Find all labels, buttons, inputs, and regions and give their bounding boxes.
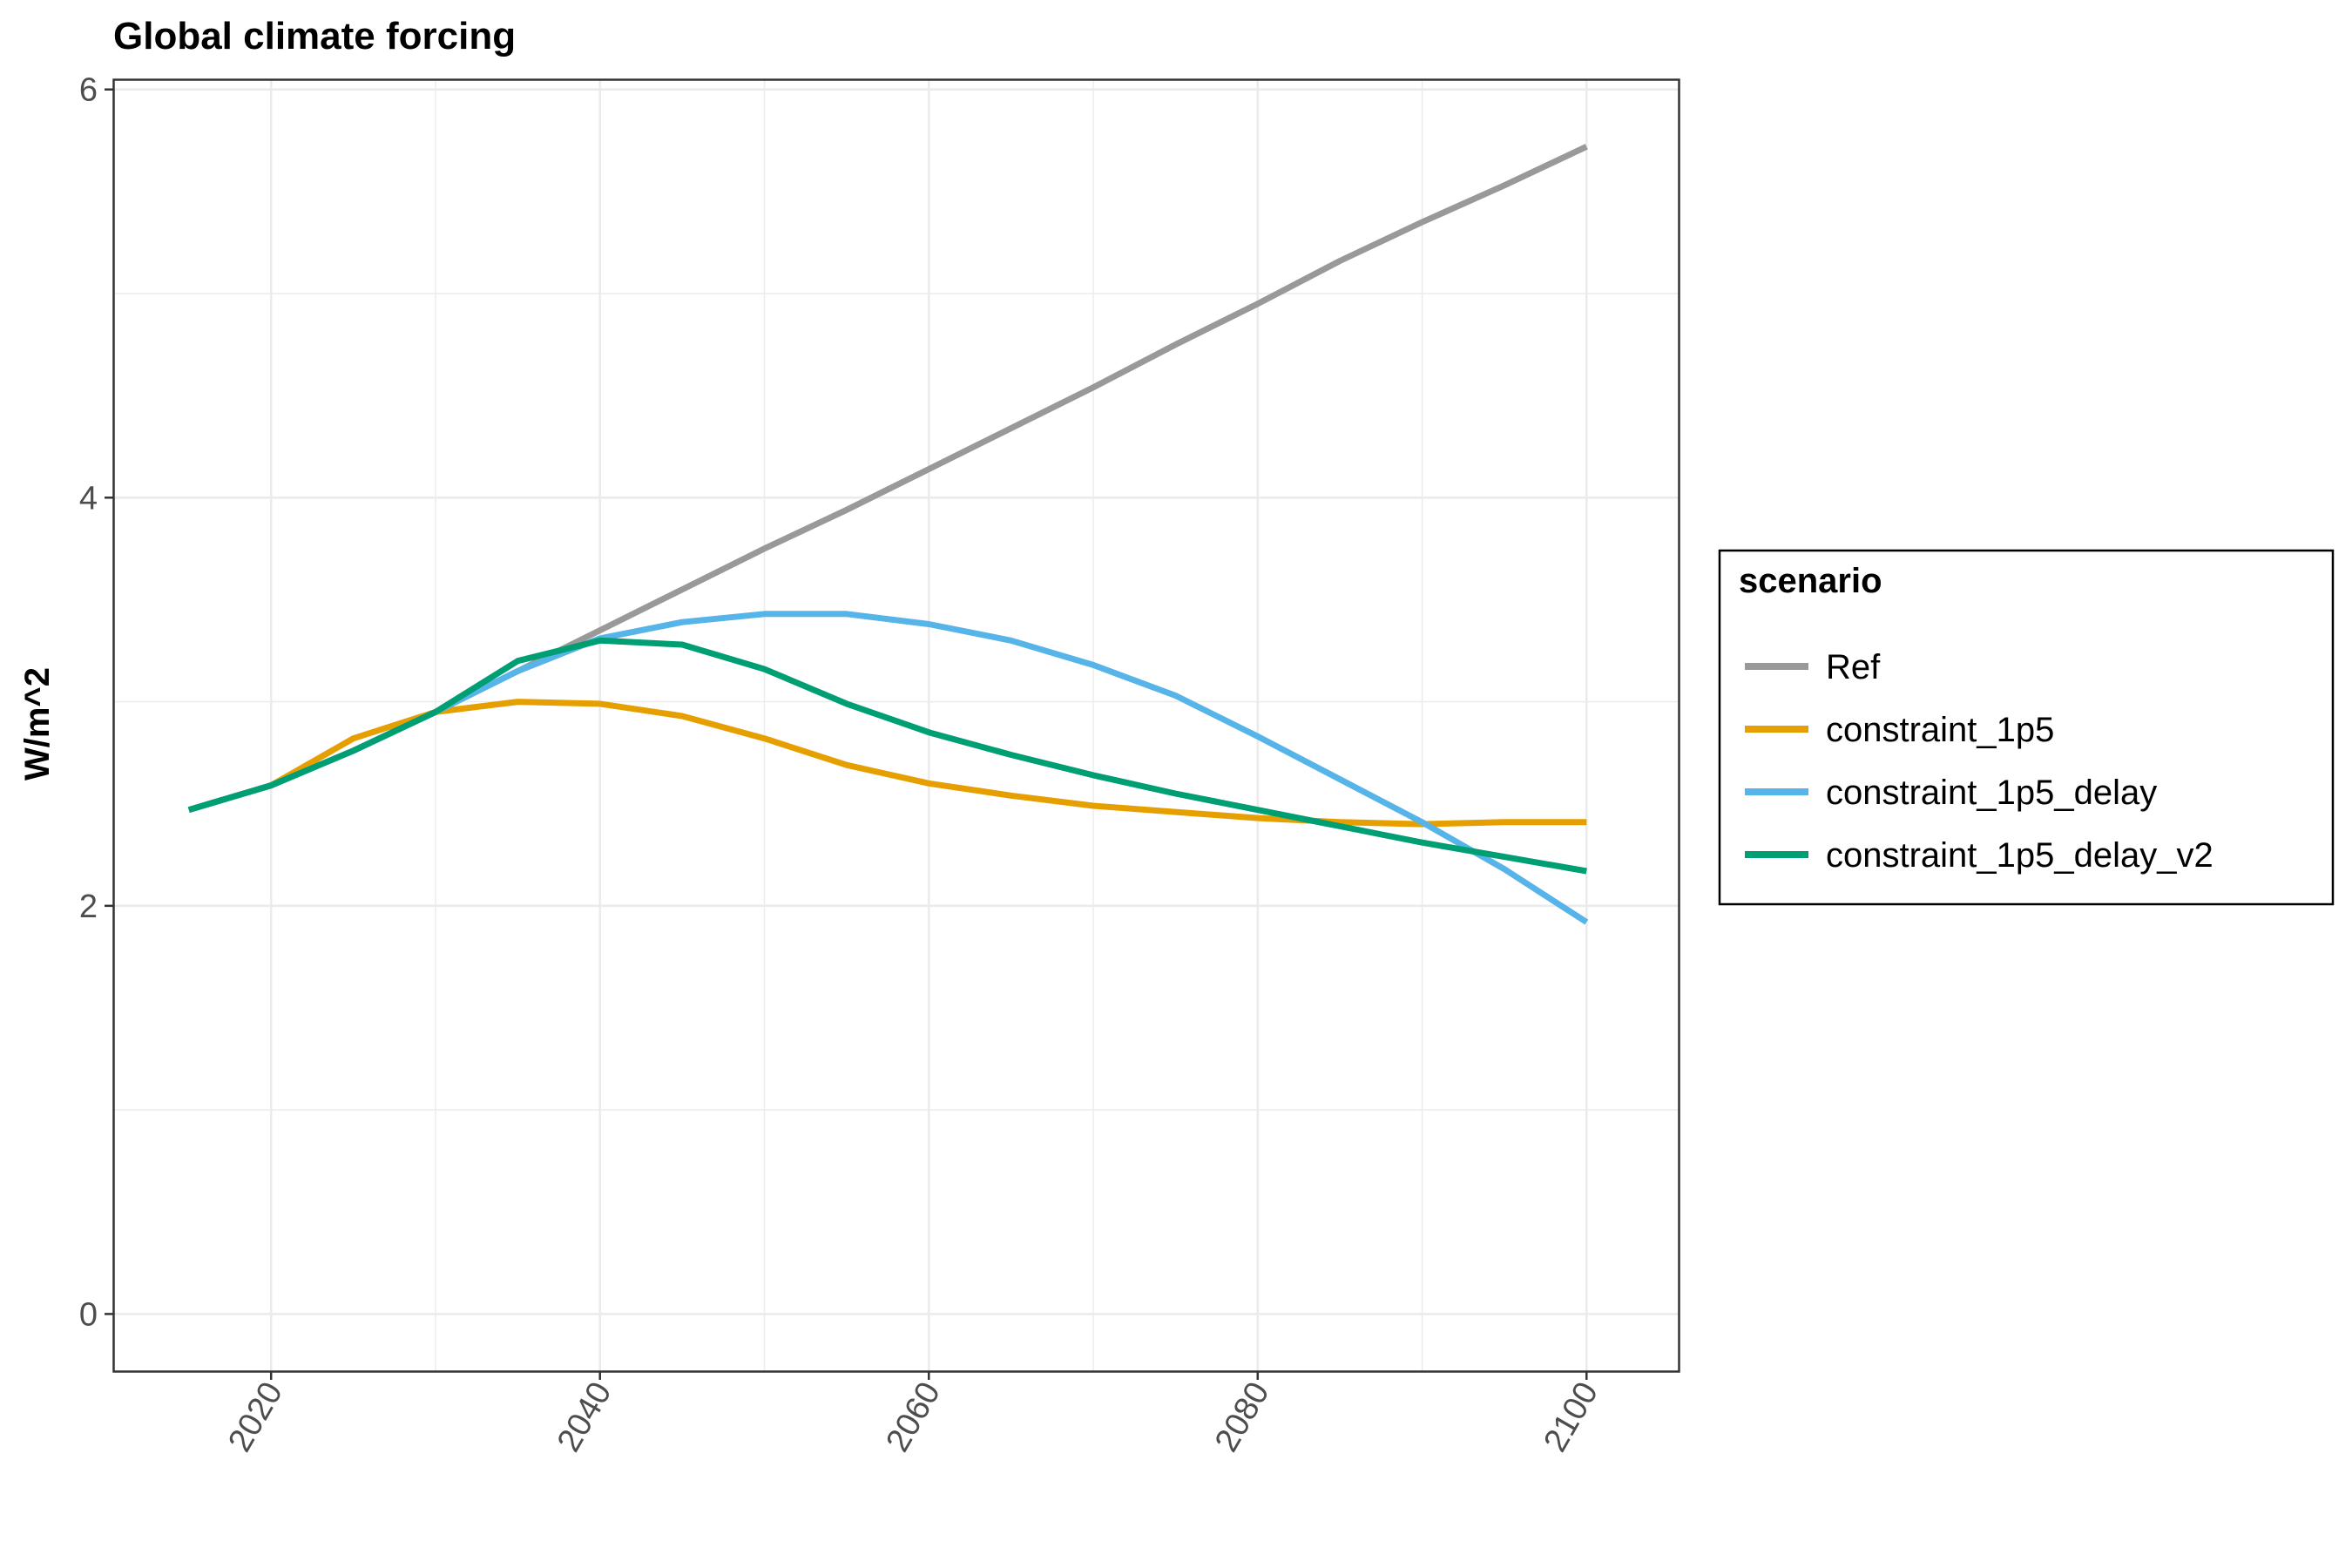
x-axis: 2020 2040 2060 2080 2100: [221, 1371, 1605, 1458]
legend-box: [1718, 549, 2335, 906]
chart-title: Global climate forcing: [113, 15, 516, 57]
y-axis-title: W/m^2: [18, 667, 57, 781]
x-tick-label: 2060: [879, 1376, 948, 1458]
legend-label-constraint_1p5: constraint_1p5: [1826, 711, 2054, 749]
y-tick-label: 6: [79, 72, 98, 109]
x-tick-label: 2080: [1208, 1376, 1277, 1458]
plot-panel-border: [112, 78, 1680, 1373]
y-tick-label: 2: [79, 889, 98, 925]
x-tick-label: 2040: [551, 1376, 619, 1458]
legend-title: scenario: [1739, 562, 1882, 600]
y-tick-label: 0: [79, 1296, 98, 1333]
legend-label-constraint_1p5_delay_v2: constraint_1p5_delay_v2: [1826, 836, 2213, 875]
legend-items: Ref constraint_1p5 constraint_1p5_delaycon…: [1745, 648, 2213, 875]
legend: scenario Ref constraint_1p5 constraint_1p5…: [1718, 549, 2335, 906]
series-line-constraint_1p5_delay: [187, 611, 1589, 925]
gridlines: [113, 79, 1679, 1371]
y-axis: 0 2 4 6: [79, 72, 113, 1333]
series-line-Ref: [187, 144, 1588, 814]
series-lines: [187, 144, 1589, 925]
x-tick-label: 2100: [1537, 1376, 1605, 1458]
series-line-constraint_1p5_delay_v2: [187, 637, 1587, 875]
legend-label-constraint_1p5_delay: constraint_1p5_delay: [1826, 774, 2157, 812]
legend-label-Ref: Ref: [1826, 648, 1881, 686]
y-tick-label: 4: [79, 480, 98, 517]
x-tick-label: 2020: [221, 1376, 290, 1458]
